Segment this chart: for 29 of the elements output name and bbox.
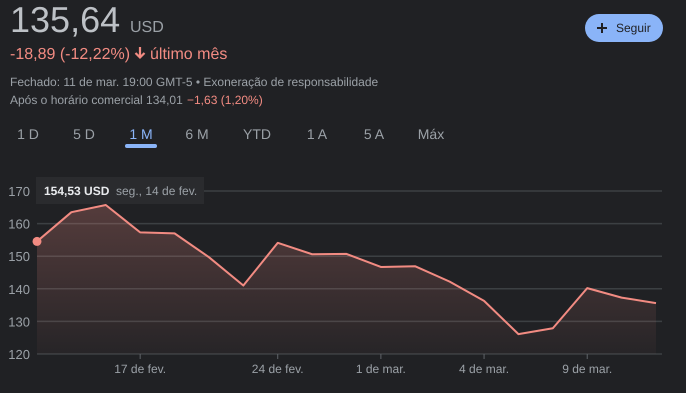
text: USD [130,19,164,36]
x-tick-label: 17 de fev. [114,362,166,376]
x-tick-label: 1 de mar. [356,362,406,376]
text: 5 A [364,126,385,142]
text: YTD [243,126,271,142]
annotation: 154,53 USD [44,184,110,198]
text: 1 D [17,126,39,142]
text: 6 M [185,126,209,142]
y-tick-label: 140 [8,282,30,297]
y-tick-label: 130 [8,314,30,330]
chart-title: 135,64 [10,0,120,40]
text: −1,63 (1,20%) [187,93,263,107]
x-tick-label: 9 de mar. [562,362,612,376]
text: Seguir [616,21,651,35]
text: Fechado: 11 de mar. 19:00 GMT-5 • Exoneração de responsabilidade [10,75,379,89]
text: Máx [418,126,444,142]
text: Após o horário comercial 134,01 [10,93,184,107]
text: 1 M [129,126,153,142]
x-tick-label: 24 de fev. [252,362,304,376]
text: -18,89 (-12,22%) [10,46,130,63]
y-tick-label: 160 [8,216,30,232]
y-tick-label: 170 [8,184,30,199]
text: 5 D [73,126,95,142]
annotation: seg., 14 de fev. [116,184,198,198]
text: 1 A [306,126,328,142]
x-tick-label: 4 de mar. [459,362,510,376]
text: último mês [150,46,228,63]
y-tick-label: 120 [8,347,30,362]
y-tick-label: 150 [8,249,30,264]
